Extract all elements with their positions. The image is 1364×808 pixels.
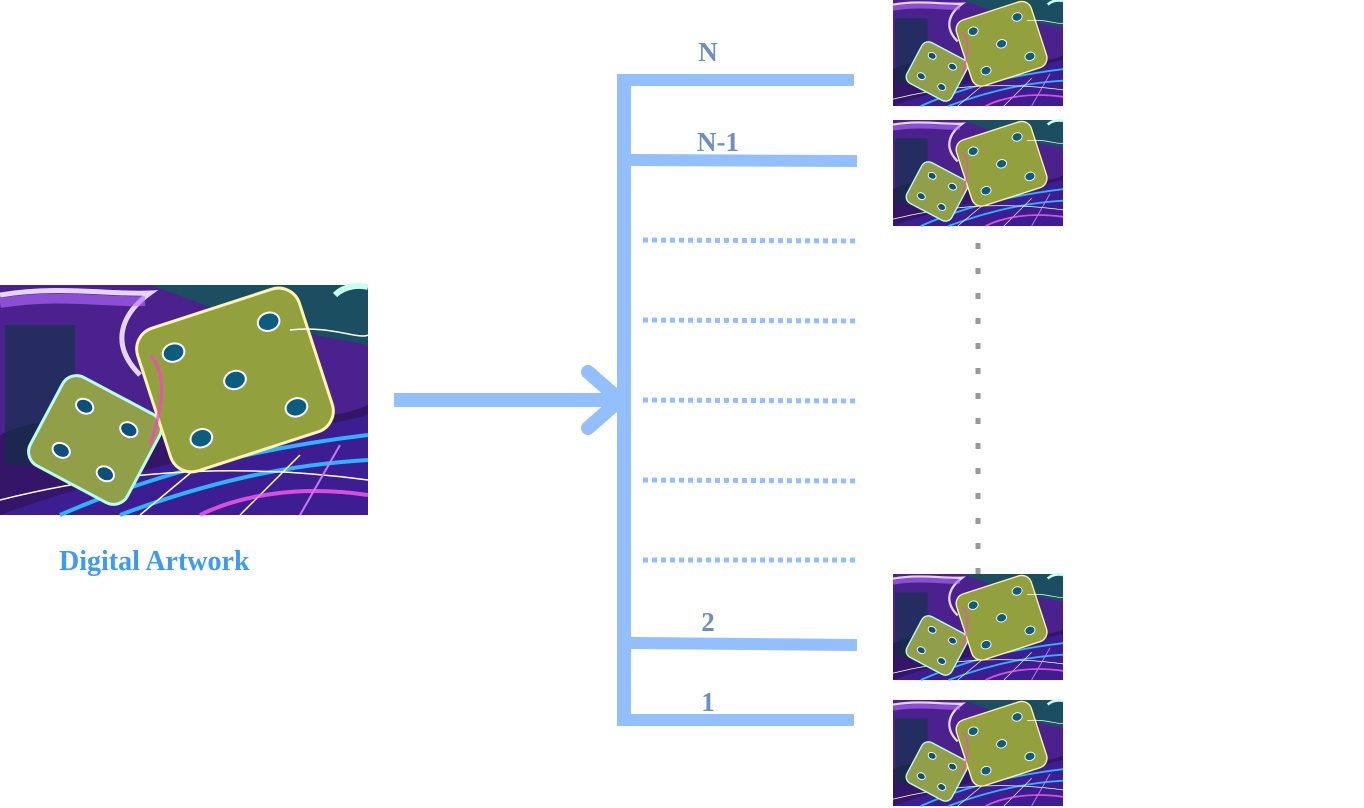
dotted-branch [642,397,857,404]
source-caption: Digital Artwork [59,546,250,577]
source-artwork-image [0,282,368,515]
copy-image-n [893,0,1063,106]
dotted-branch [642,317,857,324]
branch-line-n-1 [629,154,858,167]
main-arrow [394,365,627,435]
dotted-branch [642,477,857,484]
branch-label-2: 2 [701,607,715,637]
dotted-branches [642,237,857,563]
branch-label-n-1: N-1 [697,127,739,157]
branch-label-n: N [698,37,718,67]
copy-image-1 [893,699,1063,806]
copy-image-2 [893,573,1063,680]
dotted-branch [642,237,857,244]
branch-line-2 [629,637,858,651]
copy-image-n-1 [893,119,1063,226]
branch-label-1: 1 [701,687,715,717]
